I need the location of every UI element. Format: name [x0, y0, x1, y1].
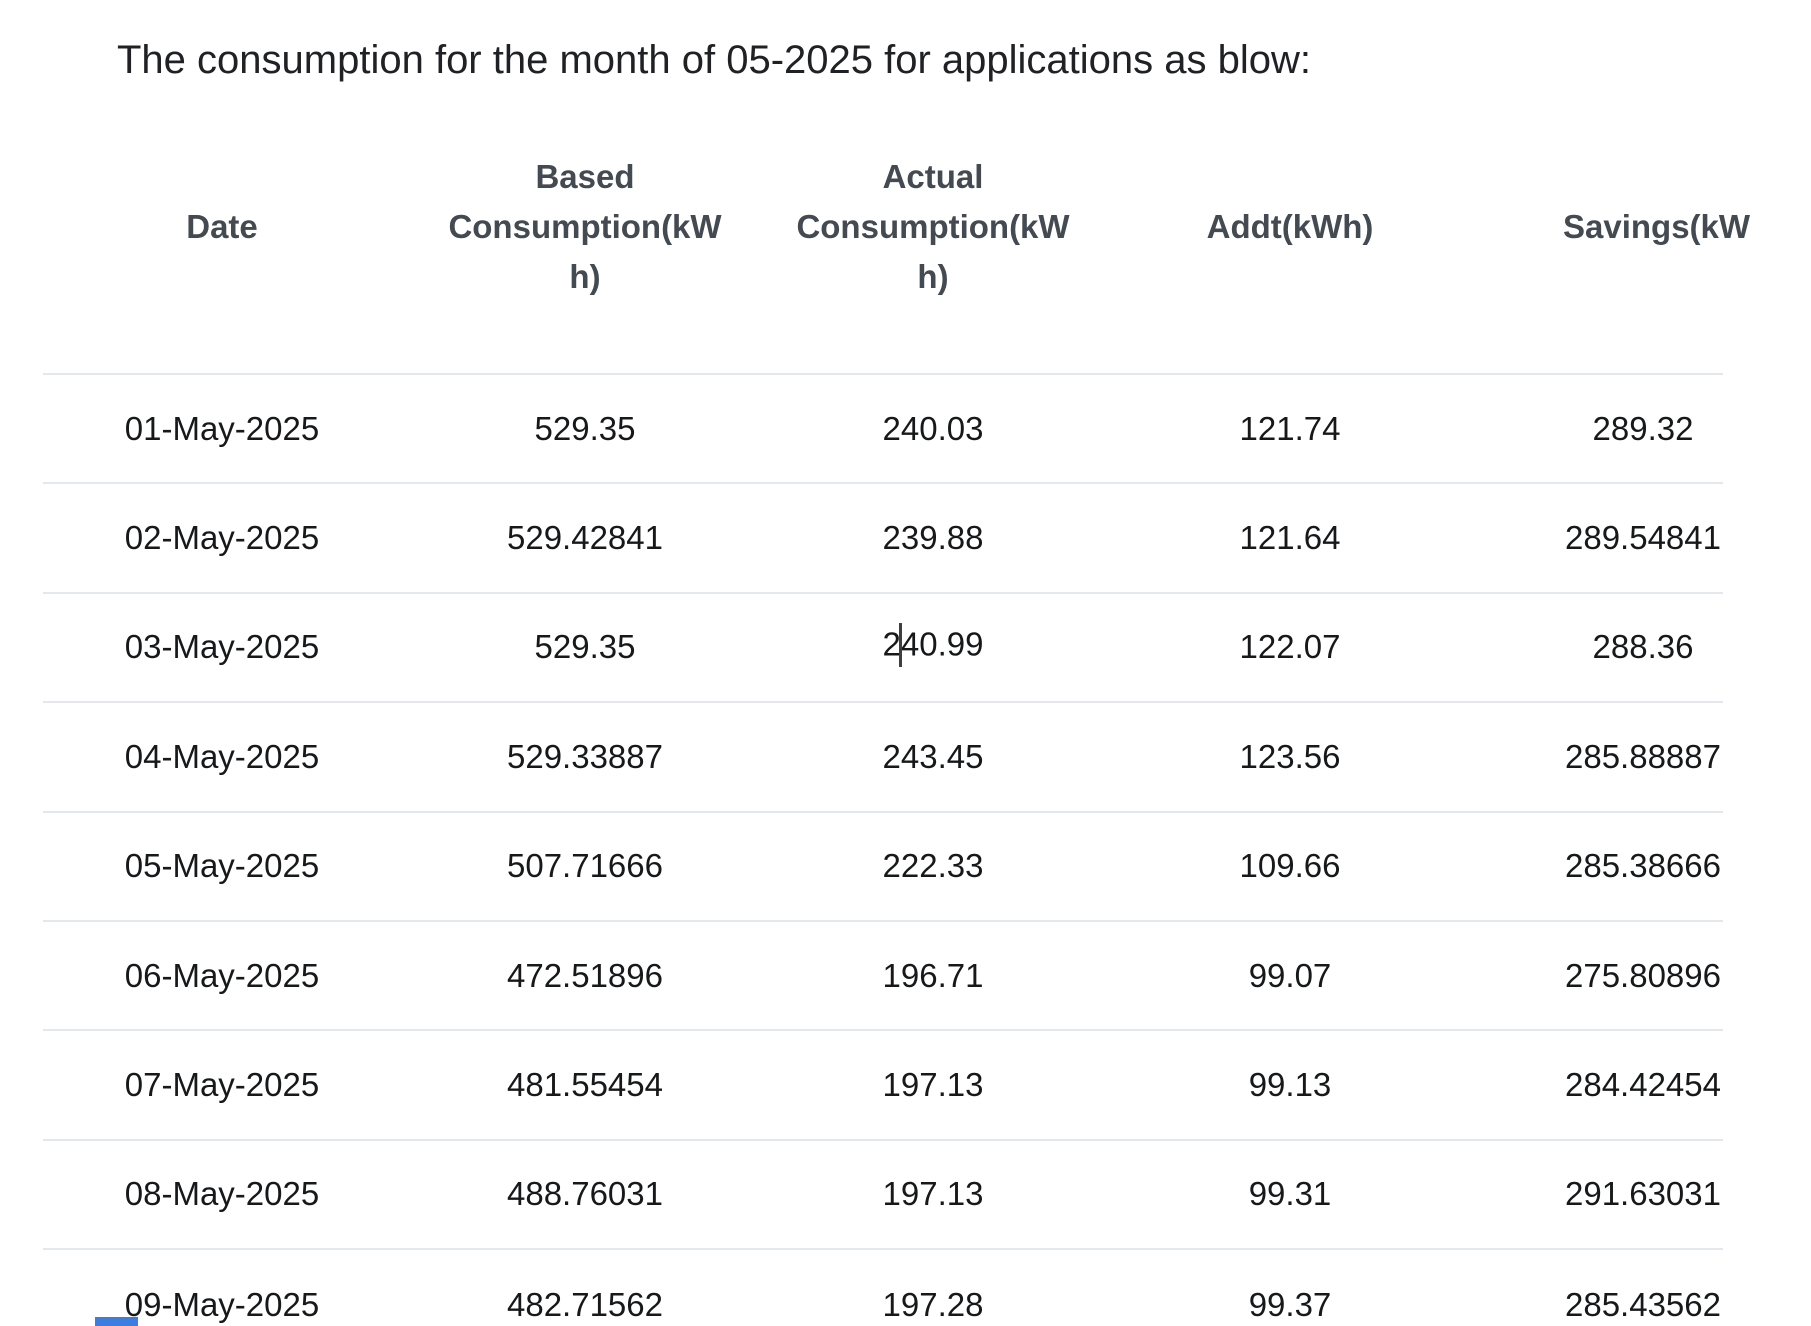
table-row: 05-May-2025 507.71666 222.33 109.66 285.3866… — [43, 813, 1723, 922]
cell-actual_consumption[interactable]: 197.13 — [882, 1066, 984, 1104]
cell-date[interactable]: 08-May-2025 — [124, 1175, 320, 1213]
table-row: 02-May-2025 529.42841 239.88 121.64 289.5484… — [43, 484, 1723, 594]
text-cursor-caret — [899, 623, 903, 668]
table-row: 04-May-2025 529.33887 243.45 123.56 285.8888… — [43, 703, 1723, 813]
cell-date[interactable]: 07-May-2025 — [124, 1066, 320, 1104]
clipped-blue-element[interactable] — [95, 1317, 138, 1326]
cell-savings[interactable]: 284.42454 — [1565, 1066, 1721, 1104]
page-title: The consumption for the month of 05-2025… — [117, 38, 1312, 82]
cell-date[interactable]: 01-May-2025 — [124, 409, 320, 447]
cell-based_consumption[interactable]: 529.33887 — [507, 737, 663, 775]
table-header-row: Date Based Consumption(kW h) Actual Consum… — [43, 81, 1751, 375]
cell-based_consumption[interactable]: 529.42841 — [507, 519, 663, 557]
table-row: 07-May-2025 481.55454 197.13 99.13 284.42454 — [43, 1031, 1723, 1141]
cell-savings[interactable]: 285.38666 — [1565, 847, 1721, 885]
cell-actual_consumption[interactable]: 243.45 — [882, 737, 984, 775]
cell-addt[interactable]: 99.07 — [1248, 956, 1332, 994]
cell-addt[interactable]: 99.31 — [1248, 1175, 1332, 1213]
text-after-caret: 40.99 — [900, 626, 984, 664]
cell-addt[interactable]: 123.56 — [1239, 737, 1341, 775]
cell-savings[interactable]: 288.36 — [1592, 628, 1694, 666]
table-row: 03-May-2025 529.35 240.99 122.07 288.36 — [43, 594, 1723, 704]
table-row: 08-May-2025 488.76031 197.13 99.31 291.63031 — [43, 1141, 1723, 1251]
table-row: 01-May-2025 529.35 240.03 121.74 289.32 — [43, 375, 1723, 485]
cell-date[interactable]: 05-May-2025 — [124, 847, 320, 885]
text-before-caret: 2 — [882, 626, 901, 664]
column-header-date: Date — [186, 208, 258, 245]
column-header-addt: Addt(kWh) — [1206, 208, 1374, 245]
cell-based_consumption[interactable]: 529.35 — [534, 409, 636, 447]
cell-actual_consumption[interactable]: 197.13 — [882, 1175, 984, 1213]
cell-savings[interactable]: 289.32 — [1592, 409, 1694, 447]
cell-actual_consumption[interactable]: 196.71 — [882, 956, 984, 994]
cell-addt[interactable]: 109.66 — [1239, 847, 1341, 885]
cell-based_consumption[interactable]: 472.51896 — [507, 956, 663, 994]
cell-date[interactable]: 02-May-2025 — [124, 519, 320, 557]
consumption-table: Date Based Consumption(kW h) Actual Consum… — [43, 81, 1751, 1326]
cell-date[interactable]: 06-May-2025 — [124, 956, 320, 994]
table-row: 06-May-2025 472.51896 196.71 99.07 275.80896 — [43, 922, 1723, 1032]
cell-based_consumption[interactable]: 482.71562 — [507, 1285, 663, 1323]
column-header-based_consumption: Based Consumption(kW h) — [448, 158, 722, 295]
cell-addt[interactable]: 122.07 — [1239, 628, 1341, 666]
cell-actual_consumption[interactable]: 197.28 — [882, 1285, 984, 1323]
column-header-actual_consumption: Actual Consumption(kW h) — [796, 158, 1070, 295]
table-body: 01-May-2025 529.35 240.03 121.74 289.32 02-Ma… — [43, 375, 1723, 1326]
cell-addt[interactable]: 121.74 — [1239, 409, 1341, 447]
table-row: 09-May-2025 482.71562 197.28 99.37 285.43562 — [43, 1250, 1723, 1326]
cell-date[interactable]: 09-May-2025 — [124, 1285, 320, 1323]
cell-based_consumption[interactable]: 507.71666 — [507, 847, 663, 885]
cell-based_consumption[interactable]: 481.55454 — [507, 1066, 663, 1104]
cell-addt[interactable]: 99.13 — [1248, 1066, 1332, 1104]
cell-actual_consumption[interactable]: 239.88 — [882, 519, 984, 557]
cell-savings[interactable]: 275.80896 — [1565, 956, 1721, 994]
cell-date[interactable]: 03-May-2025 — [124, 628, 320, 666]
cell-savings[interactable]: 285.43562 — [1565, 1285, 1721, 1323]
cell-addt[interactable]: 121.64 — [1239, 519, 1341, 557]
cell-based_consumption[interactable]: 529.35 — [534, 628, 636, 666]
cell-actual_consumption[interactable]: 240.03 — [882, 409, 984, 447]
cell-savings[interactable]: 285.88887 — [1565, 737, 1721, 775]
cell-date[interactable]: 04-May-2025 — [124, 737, 320, 775]
cell-actual_consumption[interactable]: 222.33 — [882, 847, 984, 885]
cell-addt[interactable]: 99.37 — [1248, 1285, 1332, 1323]
cell-savings[interactable]: 289.54841 — [1565, 519, 1721, 557]
cell-actual_consumption[interactable]: 240.99 — [769, 623, 1097, 669]
cell-savings[interactable]: 291.63031 — [1565, 1175, 1721, 1213]
cell-based_consumption[interactable]: 488.76031 — [507, 1175, 663, 1213]
column-header-savings: Savings(kW — [1563, 208, 1751, 245]
